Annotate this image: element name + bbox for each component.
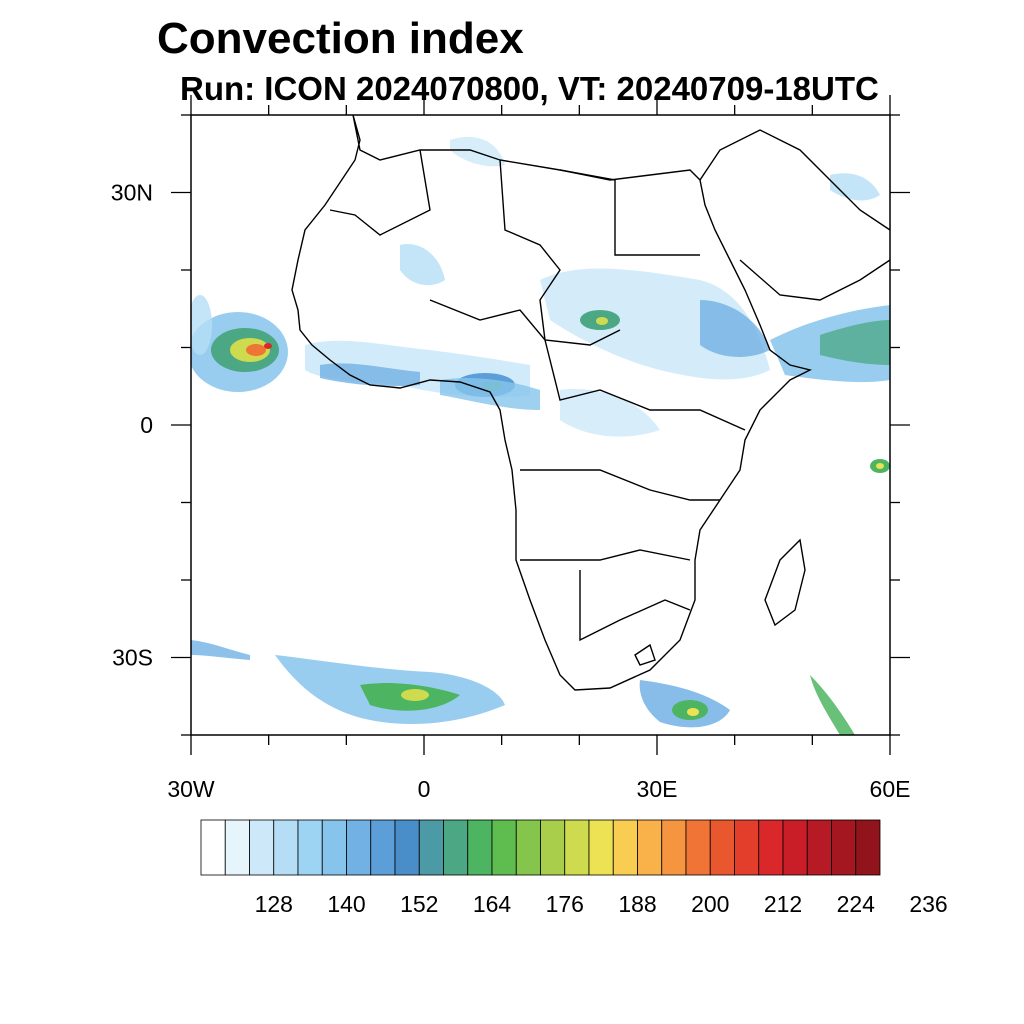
colorbar-swatch	[637, 819, 663, 876]
convection-cell	[687, 708, 699, 716]
lon-tick-label: 30W	[167, 776, 215, 802]
convection-cell	[440, 378, 540, 410]
colorbar-swatch	[443, 819, 469, 876]
border-line	[544, 339, 746, 431]
border-line	[579, 570, 691, 642]
chart-title: Convection index	[157, 14, 524, 63]
convection-cell	[700, 300, 770, 357]
colorbar-swatch	[273, 819, 299, 876]
colorbar-swatch	[685, 819, 711, 876]
convection-cell	[596, 317, 608, 325]
colorbar-swatch	[224, 819, 250, 876]
border-line	[429, 299, 621, 346]
colorbar-swatch	[540, 819, 566, 876]
colorbar-swatch	[588, 819, 614, 876]
convection-cell	[450, 136, 505, 167]
colorbar-swatch	[394, 819, 420, 876]
convection-cell	[830, 173, 880, 201]
colorbar-swatch	[249, 819, 275, 876]
colorbar-swatch	[758, 819, 784, 876]
convection-cell	[264, 343, 272, 349]
colorbar-swatch	[661, 819, 687, 876]
colorbar-swatch	[782, 819, 808, 876]
colorbar-label: 224	[837, 891, 876, 917]
colorbar-swatch	[515, 819, 541, 876]
colorbar-swatch	[491, 819, 517, 876]
lon-tick-label: 60E	[870, 776, 911, 802]
colorbar-swatch	[200, 819, 226, 876]
arabia-coast	[699, 129, 890, 231]
colorbar-label: 164	[473, 891, 512, 917]
colorbar-swatch	[321, 819, 347, 876]
colorbar-label: 188	[618, 891, 656, 917]
convection-cell	[400, 244, 445, 286]
colorbar-swatch	[346, 819, 372, 876]
coastlines	[291, 115, 890, 691]
border-line	[329, 149, 431, 236]
border-line	[520, 469, 720, 501]
lon-axis: 30W 0 30E 60E	[167, 95, 910, 802]
colorbar-swatch	[612, 819, 638, 876]
colorbar-swatch	[806, 819, 832, 876]
colorbar-label: 212	[764, 891, 802, 917]
lat-tick-label: 30S	[112, 645, 153, 671]
lesotho-border	[634, 643, 656, 666]
lat-tick-label: 30N	[111, 180, 153, 206]
lon-tick-label: 30E	[637, 776, 678, 802]
colorbar-swatch	[297, 819, 323, 876]
border-line	[520, 549, 691, 561]
convection-cell	[560, 389, 660, 437]
lon-tick-label: 0	[418, 776, 431, 802]
lat-axis: 30N 0 30S	[111, 114, 910, 736]
colorbar-label: 128	[255, 891, 293, 917]
border-line	[499, 159, 561, 341]
colorbar-label: 236	[909, 891, 947, 917]
madagascar-coast	[764, 538, 806, 627]
convection-cell	[191, 295, 212, 355]
convection-cell	[191, 640, 250, 660]
map-frame	[190, 114, 891, 736]
colorbar-swatch	[855, 819, 881, 876]
chart-subtitle: Run: ICON 2024070800, VT: 20240709-18UTC	[180, 70, 879, 107]
convection-cell	[810, 675, 855, 735]
convection-cell	[320, 363, 420, 387]
colorbar-swatch	[370, 819, 396, 876]
colorbar-label: 152	[400, 891, 438, 917]
colorbar-swatch	[564, 819, 590, 876]
convection-cell	[820, 320, 890, 365]
colorbar-label: 200	[691, 891, 729, 917]
colorbar: 128 140 152 164 176 188 200 212 224 236	[200, 819, 948, 917]
arabia-coast	[739, 259, 890, 301]
colorbar-label: 176	[546, 891, 584, 917]
convection-cell	[876, 463, 884, 469]
convection-cell	[246, 344, 266, 356]
colorbar-label: 140	[327, 891, 365, 917]
lat-tick-label: 0	[140, 412, 153, 438]
colorbar-swatch	[709, 819, 735, 876]
colorbar-swatch	[418, 819, 444, 876]
convection-cell	[401, 689, 429, 701]
colorbar-swatch	[831, 819, 857, 876]
colorbar-swatch	[734, 819, 760, 876]
border-line	[559, 169, 700, 256]
africa-coast	[291, 115, 813, 691]
colorbar-swatch	[467, 819, 493, 876]
convection-field	[191, 136, 890, 735]
